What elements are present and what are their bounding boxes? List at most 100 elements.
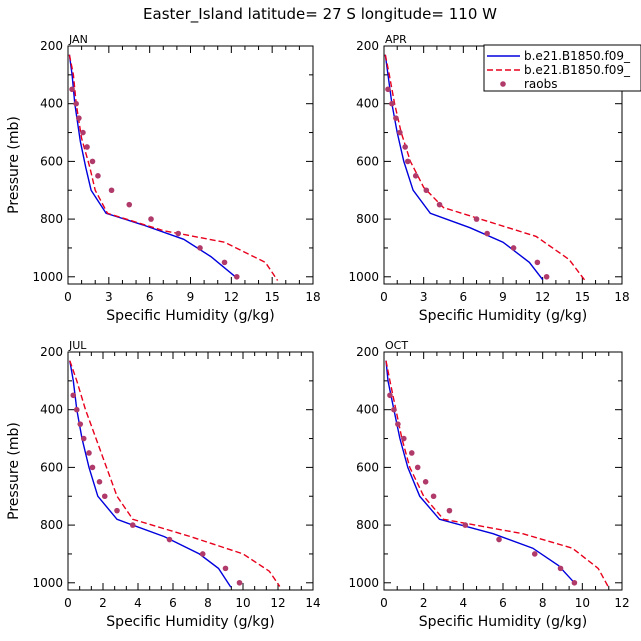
raobs-point [391, 406, 397, 413]
plot-frame [383, 351, 623, 591]
x-tick-label: 6 [146, 290, 154, 304]
raobs-point [126, 201, 133, 208]
x-tick-label: 15 [575, 290, 590, 304]
raobs-point [77, 421, 84, 427]
raobs-point [175, 230, 182, 237]
raobs-point [408, 450, 415, 456]
raobs-point [389, 100, 395, 107]
x-tick-label: 8 [539, 596, 547, 610]
y-tick-label: 400 [40, 403, 63, 417]
raobs-point [69, 86, 75, 93]
raobs-point [423, 187, 430, 194]
raobs-point [129, 522, 136, 528]
raobs-point [222, 565, 229, 572]
legend-label: b.e21.B1850.f09_ [524, 49, 631, 63]
y-tick-label: 600 [356, 460, 379, 474]
raobs-point [405, 158, 411, 165]
panel-jan: 0 3 6 9 12 15 18 200 400 600 800 1000 JAN Specific Hu… [6, 33, 321, 324]
x-tick-label: 12 [614, 596, 629, 610]
x-tick-label: 15 [265, 290, 280, 304]
panel-label: JAN [68, 33, 88, 46]
plot-frame [67, 45, 314, 285]
y-tick-label: 1000 [32, 270, 63, 284]
panel-jul: 0 2 4 6 8 10 12 14 200 400 600 800 1000 JUL Specific H… [6, 339, 321, 630]
legend-label: b.e21.B1850.f09_ [524, 63, 631, 77]
raobs-point [446, 507, 453, 514]
raobs-point [89, 158, 96, 165]
raobs-point [543, 273, 550, 280]
raobs-point [397, 129, 403, 136]
raobs-point [462, 522, 469, 528]
x-tick-label: 12 [535, 290, 550, 304]
x-tick-label: 4 [134, 596, 142, 610]
panel-apr: 0 3 6 9 12 15 18 200 400 600 800 1000 APR Specific Hu… [348, 33, 629, 324]
y-tick-label: 400 [356, 403, 379, 417]
x-tick-label: 0 [64, 290, 72, 304]
x-tick-label: 6 [499, 596, 507, 610]
panel-oct: 0 2 4 6 8 10 12 200 400 600 800 1000 OCT Specific Hum… [348, 339, 629, 630]
legend-box [483, 44, 641, 92]
x-tick-label: 2 [420, 596, 428, 610]
y-tick-label: 600 [356, 154, 379, 168]
raobs-point [473, 216, 480, 222]
raobs-point [84, 144, 90, 150]
x-tick-label: 10 [235, 596, 250, 610]
raobs-point [80, 435, 87, 442]
raobs-point [557, 565, 564, 572]
plot-frame [67, 351, 314, 591]
raobs-point [89, 464, 96, 471]
y-tick-label: 400 [356, 97, 379, 111]
panel-label: OCT [385, 339, 408, 352]
model-solid-line [68, 54, 236, 278]
raobs-point [430, 493, 437, 500]
raobs-point [73, 406, 80, 413]
raobs-point [101, 493, 108, 500]
raobs-point [221, 259, 228, 266]
x-tick-label: 0 [380, 596, 388, 610]
raobs-point [422, 479, 429, 485]
raobs-point [385, 86, 391, 93]
raobs-point [531, 551, 538, 557]
figure-title: Easter_Island latitude= 27 S longitude= … [143, 5, 497, 24]
x-tick-label: 12 [224, 290, 239, 304]
legend-marker-dot [500, 81, 506, 87]
raobs-point [412, 173, 419, 179]
x-tick-label: 0 [64, 596, 72, 610]
y-tick-label: 200 [356, 39, 379, 53]
legend-label: raobs [524, 77, 558, 91]
model-solid-line [69, 360, 232, 588]
raobs-point [70, 392, 77, 399]
model-dashed-line [384, 54, 586, 281]
raobs-point [402, 144, 408, 150]
raobs-point [510, 245, 517, 251]
raobs-point [534, 259, 541, 266]
x-tick-label: 9 [499, 290, 507, 304]
raobs-point [414, 464, 421, 471]
x-tick-label: 9 [187, 290, 195, 304]
x-tick-label: 6 [460, 290, 468, 304]
raobs-point [395, 421, 401, 427]
raobs-point [197, 245, 203, 251]
raobs-point [199, 551, 206, 557]
x-tick-label: 14 [305, 596, 320, 610]
raobs-point [484, 230, 490, 237]
x-tick-label: 12 [270, 596, 285, 610]
y-axis-label: Pressure (mb) [6, 116, 22, 214]
raobs-point [166, 536, 173, 543]
raobs-point [80, 129, 86, 136]
raobs-point [95, 173, 101, 179]
x-tick-label: 18 [305, 290, 320, 304]
raobs-point [73, 100, 79, 107]
raobs-point [96, 479, 103, 485]
x-axis-label: Specific Humidity (g/kg) [419, 614, 587, 630]
raobs-point [236, 579, 243, 586]
y-tick-label: 800 [40, 212, 63, 226]
y-tick-label: 800 [356, 518, 379, 532]
y-tick-label: 600 [40, 154, 63, 168]
x-axis-label: Specific Humidity (g/kg) [106, 308, 274, 324]
x-axis-label: Specific Humidity (g/kg) [419, 308, 587, 324]
y-tick-label: 800 [40, 518, 63, 532]
raobs-point [393, 115, 399, 121]
y-tick-label: 1000 [348, 576, 379, 590]
